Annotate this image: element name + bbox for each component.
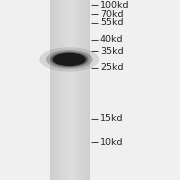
Text: 100kd: 100kd bbox=[100, 1, 129, 10]
Bar bbox=[52, 0, 53, 180]
Bar bbox=[68, 0, 69, 180]
Ellipse shape bbox=[39, 47, 99, 72]
Bar bbox=[71, 0, 72, 180]
Text: 40kd: 40kd bbox=[100, 35, 123, 44]
Bar bbox=[60, 0, 61, 180]
Bar bbox=[69, 0, 70, 180]
Bar bbox=[54, 0, 55, 180]
Ellipse shape bbox=[50, 52, 88, 67]
Bar bbox=[51, 0, 52, 180]
Text: 15kd: 15kd bbox=[100, 114, 123, 123]
Bar bbox=[53, 0, 54, 180]
Bar bbox=[83, 0, 84, 180]
Bar bbox=[78, 0, 79, 180]
Bar bbox=[85, 0, 86, 180]
Bar bbox=[74, 0, 75, 180]
Bar bbox=[76, 0, 77, 180]
Ellipse shape bbox=[46, 50, 93, 69]
Bar bbox=[62, 0, 63, 180]
Bar bbox=[61, 0, 62, 180]
Bar bbox=[56, 0, 57, 180]
Bar bbox=[79, 0, 80, 180]
Bar bbox=[86, 0, 87, 180]
Bar bbox=[81, 0, 82, 180]
Bar bbox=[59, 0, 60, 180]
Ellipse shape bbox=[53, 53, 86, 66]
Text: 10kd: 10kd bbox=[100, 138, 123, 147]
Bar bbox=[64, 0, 65, 180]
Bar bbox=[87, 0, 88, 180]
Bar bbox=[55, 0, 56, 180]
Text: 35kd: 35kd bbox=[100, 47, 123, 56]
Bar bbox=[57, 0, 58, 180]
Bar bbox=[70, 0, 71, 180]
Bar bbox=[66, 0, 67, 180]
Bar bbox=[65, 0, 66, 180]
Bar bbox=[58, 0, 59, 180]
Text: 55kd: 55kd bbox=[100, 18, 123, 27]
Bar bbox=[73, 0, 74, 180]
Bar bbox=[72, 0, 73, 180]
Bar bbox=[89, 0, 90, 180]
Bar bbox=[84, 0, 85, 180]
Bar bbox=[67, 0, 68, 180]
Text: 70kd: 70kd bbox=[100, 10, 123, 19]
Bar bbox=[50, 0, 51, 180]
Bar bbox=[63, 0, 64, 180]
Bar bbox=[82, 0, 83, 180]
Bar bbox=[80, 0, 81, 180]
Bar bbox=[77, 0, 78, 180]
Text: 25kd: 25kd bbox=[100, 63, 123, 72]
Bar bbox=[75, 0, 76, 180]
Bar bbox=[88, 0, 89, 180]
